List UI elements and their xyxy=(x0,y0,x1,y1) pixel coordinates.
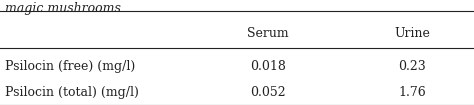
Text: Urine: Urine xyxy=(394,27,430,40)
Text: magic mushrooms: magic mushrooms xyxy=(5,2,120,15)
Text: Psilocin (total) (mg/l): Psilocin (total) (mg/l) xyxy=(5,86,138,99)
Text: 0.052: 0.052 xyxy=(250,86,286,99)
Text: 0.23: 0.23 xyxy=(399,60,426,73)
Text: 0.018: 0.018 xyxy=(250,60,286,73)
Text: 1.76: 1.76 xyxy=(399,86,426,99)
Text: Psilocin (free) (mg/l): Psilocin (free) (mg/l) xyxy=(5,60,135,73)
Text: Serum: Serum xyxy=(247,27,289,40)
